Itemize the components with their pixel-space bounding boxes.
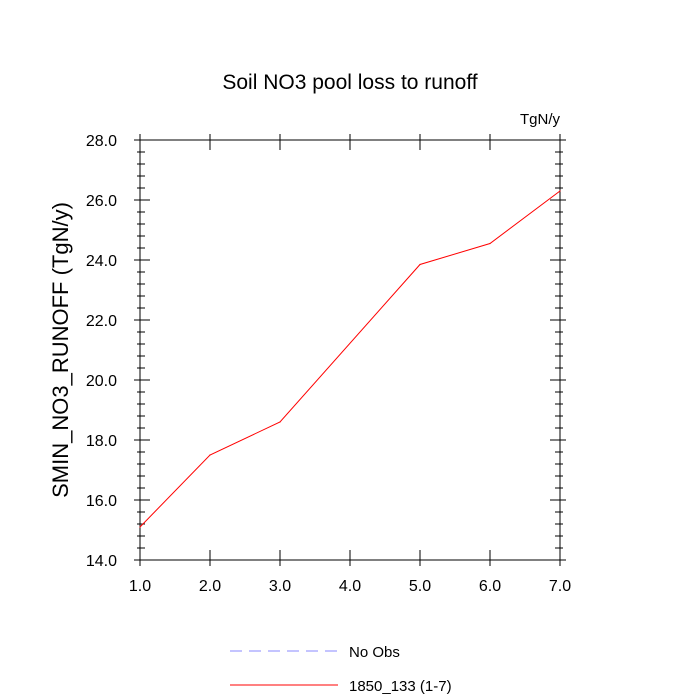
units-label: TgN/y: [520, 111, 561, 128]
y-tick-label: 18.0: [86, 433, 117, 450]
y-tick-label: 20.0: [86, 373, 117, 390]
x-tick-label: 7.0: [549, 578, 571, 595]
series-line: [139, 190, 561, 528]
y-tick-label: 14.0: [86, 553, 117, 570]
y-axis-label: SMIN_NO3_RUNOFF (TgN/y): [48, 202, 73, 498]
series-layer: [139, 190, 561, 528]
x-tick-label: 3.0: [269, 578, 291, 595]
chart-title: Soil NO3 pool loss to runoff: [222, 71, 477, 94]
x-tick-label: 2.0: [199, 578, 221, 595]
x-tick-labels: 1.0 2.0 3.0 4.0 5.0 6.0 7.0: [129, 578, 571, 595]
data-point: [559, 190, 561, 192]
legend: No Obs 1850_133 (1-7): [230, 644, 452, 695]
x-tick-label: 5.0: [409, 578, 431, 595]
y-tick-labels: 14.0 16.0 18.0 20.0 22.0 24.0 26.0 28.0: [86, 133, 117, 570]
axis-ticks: [134, 134, 566, 566]
x-tick-label: 4.0: [339, 578, 361, 595]
plot-frame: [139, 139, 561, 561]
legend-label: No Obs: [349, 644, 400, 661]
x-tick-label: 1.0: [129, 578, 151, 595]
data-point: [489, 242, 491, 245]
data-point: [279, 421, 281, 423]
y-tick-label: 26.0: [86, 193, 117, 210]
y-tick-label: 22.0: [86, 313, 117, 330]
y-tick-label: 28.0: [86, 133, 117, 150]
data-point: [139, 526, 141, 528]
data-point: [209, 454, 211, 456]
y-tick-label: 24.0: [86, 253, 117, 270]
data-point: [419, 263, 421, 266]
x-tick-label: 6.0: [479, 578, 501, 595]
y-tick-label: 16.0: [86, 493, 117, 510]
legend-label: 1850_133 (1-7): [349, 678, 452, 695]
